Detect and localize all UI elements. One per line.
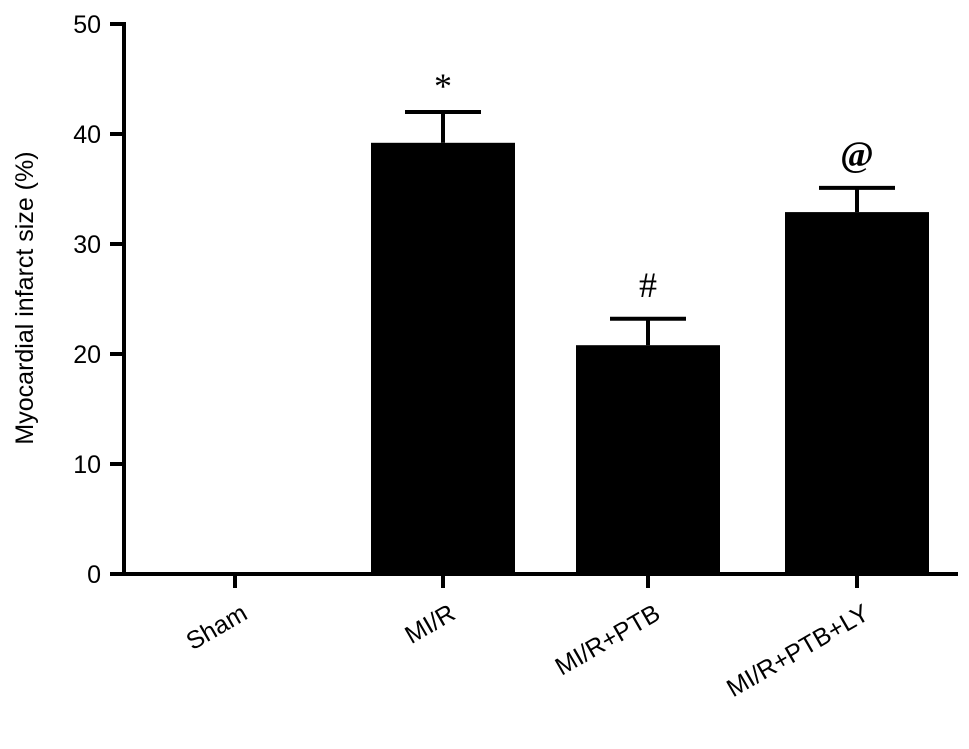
bar-mi-r-ptb-ly [785,212,929,574]
y-tick-label: 10 [73,451,101,479]
y-axis-title: Myocardial infarct size (%) [11,151,39,444]
y-tick-label: 40 [73,121,101,149]
y-ticks: 0 10 20 30 40 50 [73,11,124,589]
y-tick-label: 30 [73,231,101,259]
category-label: Sham [181,599,252,656]
y-tick-label: 20 [73,341,101,369]
category-label: MI/R+PTB+LY [722,599,874,703]
x-ticks [233,574,859,588]
bar-mi-r-ptb [576,345,720,574]
category-labels: Sham MI/R MI/R+PTB MI/R+PTB+LY [181,599,874,703]
bar-mi-r [371,142,515,575]
significance-labels: * # @ [434,66,874,305]
y-tick-label: 0 [87,561,101,589]
y-tick-label: 50 [73,11,101,39]
significance-marker: # [639,265,657,305]
bars [371,142,929,575]
error-bars [405,110,895,346]
significance-marker: @ [840,134,874,174]
category-label: MI/R+PTB [551,599,665,681]
significance-marker: * [434,66,452,106]
category-label: MI/R [400,599,460,650]
